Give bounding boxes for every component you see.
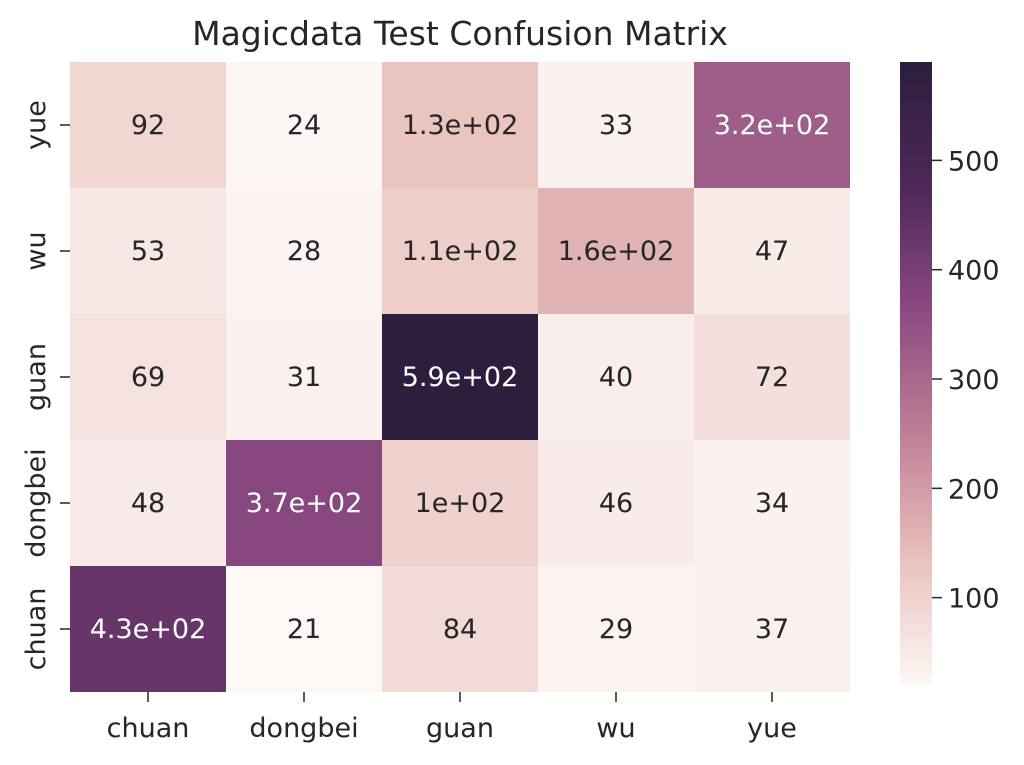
cell-label-dongbei-wu: 46: [599, 488, 633, 519]
colorbar: 100 200 300 400 500: [900, 62, 1000, 684]
cell-label-dongbei-yue: 34: [755, 488, 789, 519]
heatmap-cell-yue-guan: [382, 62, 538, 188]
colorbar-tick-label: 300: [948, 365, 1000, 396]
heatmap-cell-yue-yue: [694, 62, 850, 188]
y-axis: yue wu guan dongbei chuan: [21, 100, 70, 670]
y-tick-label-guan: guan: [21, 343, 52, 411]
cell-label-guan-chuan: 69: [131, 362, 165, 393]
heatmap-cell-wu-guan: [382, 188, 538, 314]
cell-label-wu-guan: 1.1e+02: [402, 236, 519, 267]
heatmap-cell-chuan-yue: [694, 566, 850, 692]
cell-label-yue-wu: 33: [599, 110, 633, 141]
cell-label-chuan-guan: 84: [443, 614, 477, 645]
cell-label-chuan-wu: 29: [599, 614, 633, 645]
colorbar-gradient: [900, 62, 932, 684]
y-tick-label-wu: wu: [21, 231, 52, 270]
heatmap-cell-guan-dongbei: [226, 314, 382, 440]
heatmap-cell-guan-yue: [694, 314, 850, 440]
cell-label-yue-guan: 1.3e+02: [402, 110, 519, 141]
heatmap-cell-wu-dongbei: [226, 188, 382, 314]
cell-label-guan-guan: 5.9e+02: [402, 362, 519, 393]
chart-title: Magicdata Test Confusion Matrix: [192, 14, 728, 53]
heatmap-cell-yue-wu: [538, 62, 694, 188]
heatmap-cell-yue-chuan: [70, 62, 226, 188]
heatmap-cell-chuan-guan: [382, 566, 538, 692]
heatmap-cell-yue-dongbei: [226, 62, 382, 188]
heatmap-cell-dongbei-chuan: [70, 440, 226, 566]
colorbar-tick-label: 400: [948, 256, 1000, 287]
cell-label-wu-dongbei: 28: [287, 236, 321, 267]
x-tick-label-dongbei: dongbei: [249, 713, 358, 744]
cell-label-dongbei-chuan: 48: [131, 488, 165, 519]
cell-label-wu-chuan: 53: [131, 236, 165, 267]
heatmap-cell-guan-wu: [538, 314, 694, 440]
cell-label-yue-yue: 3.2e+02: [714, 110, 831, 141]
heatmap-cell-wu-chuan: [70, 188, 226, 314]
x-tick-label-guan: guan: [426, 713, 494, 744]
cell-label-wu-wu: 1.6e+02: [558, 236, 675, 267]
cell-label-chuan-dongbei: 21: [287, 614, 321, 645]
cell-label-yue-dongbei: 24: [287, 110, 321, 141]
heatmap-cell-dongbei-dongbei: [226, 440, 382, 566]
cell-label-chuan-yue: 37: [755, 614, 789, 645]
cell-label-yue-chuan: 92: [131, 110, 165, 141]
x-tick-label-wu: wu: [596, 713, 635, 744]
x-tick-label-yue: yue: [747, 713, 797, 744]
y-tick-label-chuan: chuan: [21, 588, 52, 671]
heatmap-cell-chuan-wu: [538, 566, 694, 692]
heatmap-cell-wu-yue: [694, 188, 850, 314]
heatmap-cell-dongbei-guan: [382, 440, 538, 566]
cell-label-dongbei-guan: 1e+02: [415, 488, 506, 519]
cell-label-chuan-chuan: 4.3e+02: [90, 614, 207, 645]
heatmap-cell-wu-wu: [538, 188, 694, 314]
cell-label-guan-wu: 40: [599, 362, 633, 393]
colorbar-tick-label: 100: [948, 584, 1000, 615]
cell-label-dongbei-dongbei: 3.7e+02: [246, 488, 363, 519]
heatmap-cell-guan-guan: [382, 314, 538, 440]
heatmap-cell-labels: 92 24 1.3e+02 33 3.2e+02 53 28 1.1e+02 1.6e+02 47…: [90, 110, 831, 645]
heatmap-cell-dongbei-yue: [694, 440, 850, 566]
colorbar-tick-label: 200: [948, 474, 1000, 505]
heatmap-cell-chuan-chuan: [70, 566, 226, 692]
y-tick-label-yue: yue: [21, 100, 52, 150]
x-tick-label-chuan: chuan: [107, 713, 190, 744]
heatmap-cell-chuan-dongbei: [226, 566, 382, 692]
cell-label-wu-yue: 47: [755, 236, 789, 267]
cell-label-guan-dongbei: 31: [287, 362, 321, 393]
heatmap-cell-dongbei-wu: [538, 440, 694, 566]
colorbar-tick-label: 500: [948, 146, 1000, 177]
cell-label-guan-yue: 72: [755, 362, 789, 393]
heatmap-cells: [70, 62, 850, 692]
y-tick-label-dongbei: dongbei: [21, 448, 52, 557]
x-axis: chuan dongbei guan wu yue: [107, 692, 797, 744]
heatmap-cell-guan-chuan: [70, 314, 226, 440]
